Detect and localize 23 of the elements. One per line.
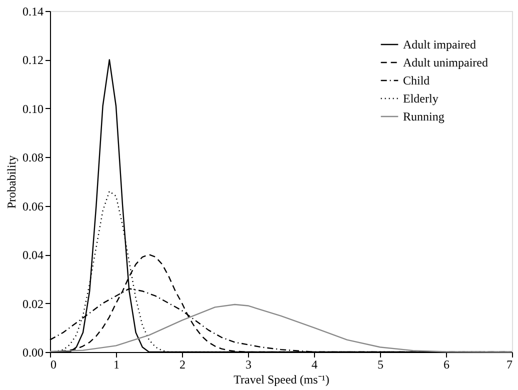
y-tick-label: 0.04 (22, 248, 44, 262)
x-axis-title: Travel Speed (ms⁻¹) (234, 372, 330, 386)
x-tick-label: 2 (180, 358, 186, 372)
legend-label: Adult unimpaired (403, 56, 488, 70)
y-tick-label: 0.10 (22, 102, 44, 116)
legend-label: Child (403, 74, 430, 88)
x-tick-label: 0 (50, 358, 56, 372)
x-tick-label: 3 (246, 358, 252, 372)
y-tick-label: 0.08 (22, 150, 44, 165)
legend-label: Running (403, 110, 444, 124)
y-axis-title: Probability (4, 155, 18, 209)
y-tick-label: 0.14 (22, 4, 44, 18)
x-tick-label: 5 (378, 358, 384, 372)
x-tick-label: 7 (506, 358, 512, 372)
x-tick-label: 6 (444, 358, 450, 372)
y-tick-label: 0.02 (22, 296, 44, 311)
legend-label: Elderly (403, 92, 438, 106)
y-tick-label: 0.12 (22, 53, 44, 68)
x-tick-label: 1 (114, 358, 120, 372)
y-tick-label: 0.00 (22, 346, 44, 360)
x-tick-label: 4 (312, 358, 318, 372)
legend-label: Adult impaired (403, 38, 476, 52)
y-tick-label: 0.06 (22, 199, 44, 214)
